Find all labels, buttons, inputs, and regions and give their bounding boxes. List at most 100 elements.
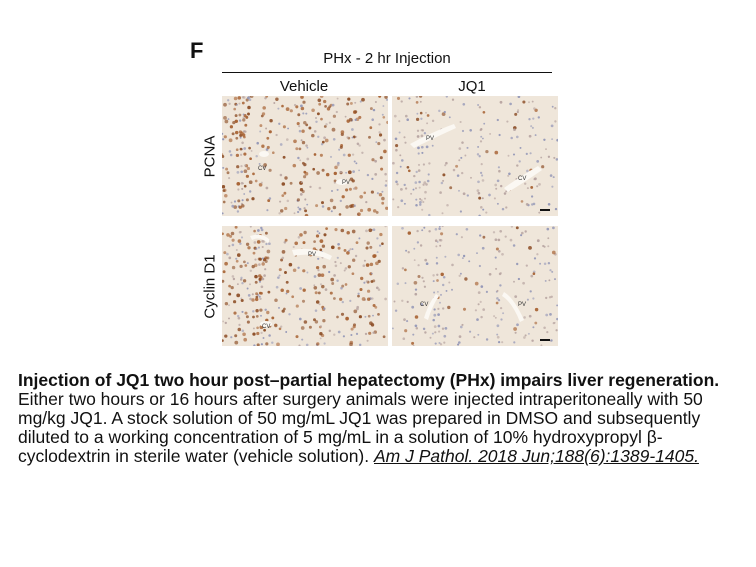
nucleus bbox=[537, 116, 540, 119]
nucleus bbox=[298, 129, 302, 133]
nucleus bbox=[236, 171, 240, 174]
nucleus bbox=[464, 277, 468, 281]
nucleus bbox=[473, 336, 476, 339]
nucleus bbox=[498, 250, 501, 253]
nucleus bbox=[333, 333, 336, 336]
nucleus bbox=[536, 185, 539, 188]
nucleus bbox=[466, 146, 469, 149]
nucleus bbox=[403, 202, 406, 205]
nucleus bbox=[234, 226, 238, 229]
nucleus bbox=[337, 242, 340, 246]
nucleus bbox=[231, 265, 236, 270]
nucleus bbox=[344, 283, 348, 286]
nucleus bbox=[543, 138, 546, 141]
nucleus bbox=[481, 246, 485, 250]
nucleus bbox=[343, 269, 346, 272]
nucleus bbox=[347, 170, 352, 175]
nucleus bbox=[318, 186, 322, 190]
vessel-label-pv: PV bbox=[518, 302, 526, 308]
nucleus bbox=[395, 148, 398, 152]
nucleus bbox=[354, 110, 358, 114]
nucleus bbox=[400, 100, 403, 103]
nucleus bbox=[261, 245, 264, 249]
nucleus bbox=[259, 124, 263, 128]
nucleus bbox=[500, 318, 503, 321]
nucleus bbox=[321, 244, 326, 248]
nucleus bbox=[240, 276, 243, 279]
citation-link[interactable]: Am J Pathol. 2018 Jun;188(6):1389-1405. bbox=[374, 446, 699, 466]
nucleus bbox=[298, 147, 302, 151]
nucleus bbox=[309, 185, 312, 189]
nucleus bbox=[439, 244, 442, 247]
nucleus bbox=[347, 97, 351, 101]
nucleus bbox=[534, 321, 538, 325]
nucleus bbox=[225, 167, 229, 171]
nucleus bbox=[516, 323, 519, 327]
nucleus bbox=[478, 155, 481, 158]
nucleus bbox=[540, 156, 543, 159]
nucleus bbox=[516, 164, 519, 167]
nucleus bbox=[442, 307, 445, 310]
nucleus bbox=[378, 96, 382, 98]
nucleus bbox=[234, 334, 238, 338]
vessel-label-cv: CV bbox=[420, 302, 428, 308]
nucleus bbox=[417, 152, 420, 155]
nucleus bbox=[222, 185, 226, 189]
nucleus bbox=[458, 189, 460, 192]
nucleus bbox=[328, 121, 332, 124]
nucleus bbox=[296, 210, 300, 214]
nucleus bbox=[240, 164, 243, 168]
nucleus bbox=[550, 124, 554, 128]
nucleus bbox=[377, 142, 381, 146]
nucleus bbox=[448, 281, 451, 284]
nucleus bbox=[382, 115, 386, 119]
nucleus bbox=[517, 109, 520, 112]
nucleus bbox=[260, 331, 263, 335]
nucleus bbox=[238, 130, 243, 134]
nucleus bbox=[517, 96, 521, 99]
nucleus bbox=[241, 282, 244, 285]
nucleus bbox=[404, 282, 407, 285]
nucleus bbox=[455, 233, 458, 236]
nucleus bbox=[377, 259, 381, 264]
nucleus bbox=[357, 294, 360, 298]
nucleus bbox=[283, 307, 286, 311]
nucleus bbox=[485, 211, 488, 214]
nucleus bbox=[441, 283, 445, 287]
nucleus bbox=[238, 231, 242, 234]
nucleus bbox=[279, 200, 282, 203]
nucleus bbox=[355, 162, 358, 165]
nucleus bbox=[278, 274, 281, 277]
nucleus bbox=[334, 165, 338, 170]
nucleus bbox=[299, 287, 302, 290]
nucleus bbox=[518, 160, 521, 163]
nucleus bbox=[271, 341, 274, 344]
nucleus bbox=[415, 198, 418, 201]
nucleus bbox=[328, 270, 331, 274]
nucleus bbox=[498, 133, 501, 137]
nucleus bbox=[522, 100, 526, 104]
nucleus bbox=[414, 324, 418, 328]
nucleus bbox=[379, 133, 383, 137]
nucleus bbox=[348, 117, 353, 122]
caption-body-block: Either two hours or 16 hours after surge… bbox=[18, 390, 748, 466]
nucleus bbox=[431, 144, 434, 147]
nucleus bbox=[397, 205, 400, 209]
nucleus bbox=[241, 141, 244, 145]
nucleus bbox=[457, 341, 461, 344]
nucleus bbox=[482, 235, 486, 239]
nucleus bbox=[446, 204, 449, 207]
nucleus bbox=[254, 274, 258, 279]
portal-vein bbox=[410, 124, 456, 148]
nucleus bbox=[364, 332, 368, 336]
nucleus bbox=[314, 291, 318, 295]
nucleus bbox=[480, 315, 483, 319]
nucleus bbox=[349, 248, 352, 251]
nucleus bbox=[359, 287, 363, 292]
nucleus bbox=[539, 262, 542, 265]
column-label-jq1: JQ1 bbox=[458, 78, 486, 95]
nucleus bbox=[313, 285, 318, 290]
nucleus bbox=[530, 185, 534, 189]
nucleus bbox=[302, 241, 306, 245]
nucleus bbox=[265, 127, 268, 130]
